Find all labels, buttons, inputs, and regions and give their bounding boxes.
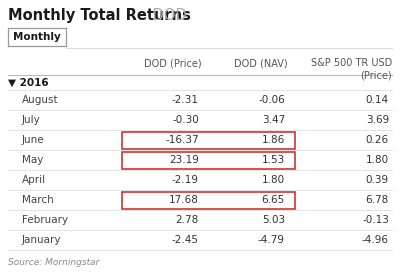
Text: -2.19: -2.19 (172, 175, 199, 185)
Text: 2.78: 2.78 (176, 215, 199, 225)
Text: July: July (22, 115, 41, 125)
Text: 6.78: 6.78 (366, 195, 389, 205)
Text: 1.53: 1.53 (262, 155, 285, 165)
Text: Monthly: Monthly (13, 32, 61, 42)
Text: 1.80: 1.80 (262, 175, 285, 185)
Text: 3.47: 3.47 (262, 115, 285, 125)
Text: Source: Morningstar: Source: Morningstar (8, 258, 99, 267)
Text: -0.30: -0.30 (172, 115, 199, 125)
Text: -4.96: -4.96 (362, 235, 389, 245)
Text: January: January (22, 235, 62, 245)
Text: February: February (22, 215, 68, 225)
Text: 5.03: 5.03 (262, 215, 285, 225)
Text: August: August (22, 95, 59, 105)
Text: April: April (22, 175, 46, 185)
Text: -2.31: -2.31 (172, 95, 199, 105)
Text: 1.86: 1.86 (262, 135, 285, 145)
Text: DOD (NAV): DOD (NAV) (234, 58, 288, 68)
Text: -2.45: -2.45 (172, 235, 199, 245)
Text: 23.19: 23.19 (169, 155, 199, 165)
Text: May: May (22, 155, 43, 165)
Text: ▼ 2016: ▼ 2016 (8, 78, 49, 88)
Text: DOD: DOD (148, 8, 187, 23)
Text: 0.39: 0.39 (366, 175, 389, 185)
Text: 0.26: 0.26 (366, 135, 389, 145)
Text: S&P 500 TR USD
(Price): S&P 500 TR USD (Price) (311, 58, 392, 80)
Text: -0.13: -0.13 (362, 215, 389, 225)
Text: March: March (22, 195, 54, 205)
Text: Monthly Total Returns: Monthly Total Returns (8, 8, 191, 23)
Text: -4.79: -4.79 (258, 235, 285, 245)
Text: June: June (22, 135, 45, 145)
Text: 0.14: 0.14 (366, 95, 389, 105)
Text: DOD (Price): DOD (Price) (144, 58, 202, 68)
Text: 3.69: 3.69 (366, 115, 389, 125)
Text: 6.65: 6.65 (262, 195, 285, 205)
Text: 1.80: 1.80 (366, 155, 389, 165)
Text: -16.37: -16.37 (165, 135, 199, 145)
Text: -0.06: -0.06 (258, 95, 285, 105)
Text: 17.68: 17.68 (169, 195, 199, 205)
